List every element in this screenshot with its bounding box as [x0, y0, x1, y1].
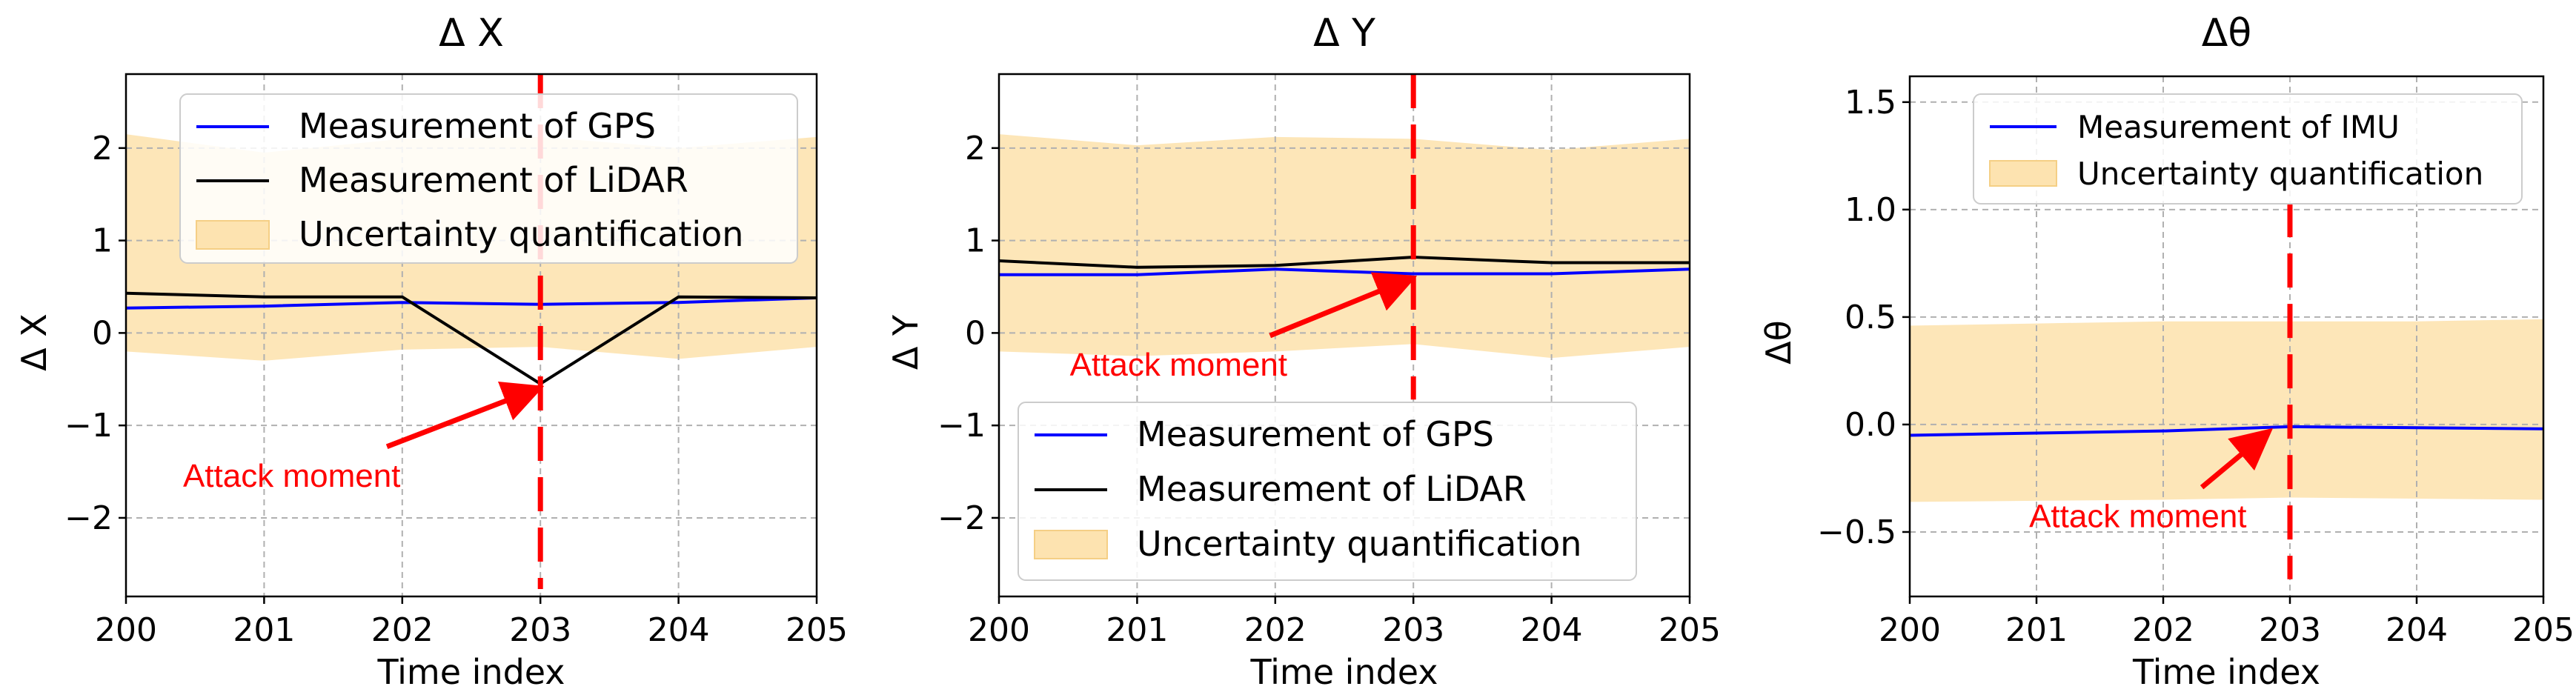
x-tick-label: 204	[2386, 611, 2448, 649]
x-tick-label: 203	[2259, 611, 2321, 649]
series-line-measurement-of-gps	[999, 267, 1690, 276]
y-axis-title: Δ X	[14, 313, 54, 371]
x-tick-label: 200	[1879, 611, 1941, 649]
plot-frame	[997, 73, 1691, 598]
legend-entry-label: Measurement of LiDAR	[1137, 469, 1527, 509]
series-line-measurement-of-lidar	[999, 256, 1690, 269]
y-tick-label: −1	[937, 407, 986, 445]
y-tick-label: −2	[64, 499, 113, 537]
x-tick-label: 203	[1382, 611, 1444, 649]
x-tick-label: 204	[648, 611, 710, 649]
y-tick-label: −1	[64, 407, 113, 445]
y-tick-label: 1	[92, 222, 113, 260]
panel-title: Δ X	[439, 11, 504, 56]
plot-frame	[125, 73, 818, 598]
panel-1: Attack moment 200 201 202 203 204 205 −2 −1 0 1 2 Δ …	[14, 11, 848, 692]
y-tick-label: 0	[92, 314, 113, 352]
x-tick-label: 204	[1521, 611, 1583, 649]
y-tick-label: 1	[965, 222, 986, 260]
x-tick-label: 202	[2132, 611, 2194, 649]
y-tick-label: −0.5	[1817, 513, 1896, 551]
x-axis-title: Time index	[2132, 652, 2320, 692]
attack-arrow	[385, 381, 545, 450]
x-tick-label: 202	[1244, 611, 1307, 649]
legend-entry-label: Uncertainty quantification	[299, 214, 743, 254]
legend-swatch-band	[1989, 160, 2057, 187]
legend-entry-label: Measurement of LiDAR	[299, 160, 688, 200]
x-tick-label: 200	[95, 611, 157, 649]
legend-swatch-band	[196, 220, 270, 250]
x-axis-title: Time index	[1249, 652, 1438, 692]
panel-title: Δ Y	[1313, 11, 1375, 56]
legend-swatch-band	[1034, 530, 1108, 559]
legend-entry-label: Uncertainty quantification	[1137, 524, 1581, 564]
y-tick-label: −2	[937, 499, 986, 537]
y-tick-label: 0.0	[1845, 406, 1896, 444]
attack-annotation-text: Attack moment	[1070, 347, 1287, 383]
x-tick-label: 201	[233, 611, 295, 649]
legend-box	[1018, 402, 1637, 581]
legend: Measurement of GPS Measurement of LiDAR Un…	[179, 93, 798, 264]
legend: Measurement of GPS Measurement of LiDAR Un…	[1018, 402, 1637, 581]
attack-arrow	[1269, 272, 1418, 339]
y-tick-label: 1.0	[1845, 191, 1896, 229]
attack-annotation-text: Attack moment	[2029, 499, 2246, 535]
panel-3: Attack moment 200 201 202 203 204 205 −0.5 0.0 0.…	[1759, 11, 2575, 692]
legend-entry-label: Measurement of GPS	[299, 106, 656, 146]
legend-box	[1973, 93, 2523, 204]
series-line-measurement-of-gps	[126, 296, 817, 310]
y-tick-label: 2	[92, 130, 113, 167]
y-tick-label: 1.5	[1845, 84, 1896, 122]
y-tick-label: 0	[965, 314, 986, 352]
uncertainty-band	[999, 134, 1690, 359]
x-tick-label: 205	[786, 611, 848, 649]
series-line-measurement-of-imu	[1910, 425, 2543, 437]
legend-entry-label: Measurement of GPS	[1137, 414, 1494, 454]
uncertainty-band	[1910, 319, 2543, 502]
x-tick-label: 205	[1659, 611, 1721, 649]
attack-arrow	[2200, 428, 2274, 490]
x-tick-label: 201	[1106, 611, 1168, 649]
legend-entry-label: Uncertainty quantification	[2077, 156, 2483, 192]
legend: Measurement of IMU Uncertainty quantifica…	[1973, 93, 2523, 204]
panel-2: Attack moment 200 201 202 203 204 205 −2 −1 0 1 2 Δ …	[886, 11, 1721, 692]
y-axis-title: Δ Y	[886, 314, 926, 370]
x-tick-label: 202	[371, 611, 434, 649]
x-tick-label: 203	[509, 611, 571, 649]
x-axis-title: Time index	[376, 652, 565, 692]
x-tick-label: 200	[968, 611, 1030, 649]
legend-entry-label: Measurement of IMU	[2077, 109, 2400, 145]
legend-box	[179, 93, 798, 264]
y-axis-title: Δθ	[1759, 320, 1799, 365]
panel-title: Δθ	[2202, 11, 2251, 56]
x-tick-label: 201	[2005, 611, 2068, 649]
x-tick-label: 205	[2512, 611, 2575, 649]
series-line-measurement-of-lidar	[126, 291, 817, 386]
attack-annotation-text: Attack moment	[183, 458, 400, 494]
plot-frame	[1908, 75, 2545, 598]
y-tick-label: 2	[965, 130, 986, 167]
y-tick-label: 0.5	[1845, 299, 1896, 336]
